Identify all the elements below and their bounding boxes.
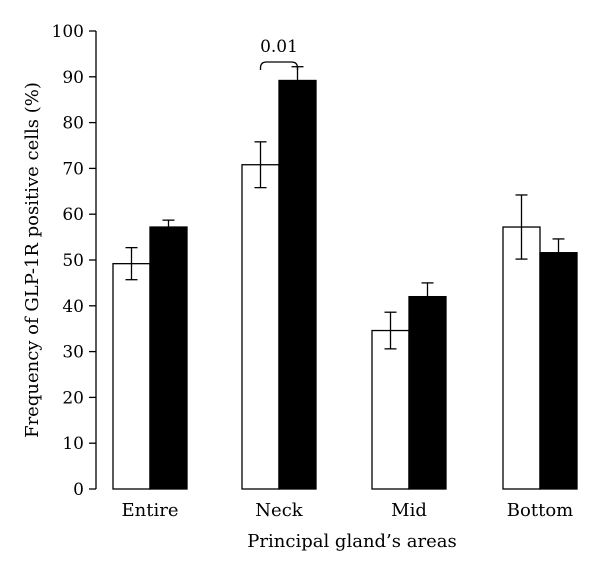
y-tick-label: 20 xyxy=(62,388,84,408)
error-bar-s1-bottom xyxy=(515,194,528,260)
y-tick-label: 50 xyxy=(62,251,84,271)
annotations: 0.01 xyxy=(259,37,299,70)
y-tick-label: 80 xyxy=(62,114,84,134)
bars xyxy=(112,79,578,490)
p-value-label: 0.01 xyxy=(260,37,298,57)
x-axis-category-labels: Entire Neck Mid Bottom xyxy=(122,500,574,521)
y-tick-label: 90 xyxy=(62,68,84,88)
y-tick-label: 100 xyxy=(52,22,84,42)
error-bar-s1-entire xyxy=(125,246,138,281)
error-bar-s2-entire xyxy=(162,219,175,235)
x-tick-label-entire: Entire xyxy=(122,500,179,521)
y-axis-ticks: 0 10 20 30 40 50 60 70 80 90 100 xyxy=(52,22,96,500)
bar-s2-neck xyxy=(278,79,317,490)
y-tick-label: 10 xyxy=(62,434,84,454)
y-tick-label: 70 xyxy=(62,159,84,179)
error-bars xyxy=(125,66,565,350)
y-tick-label: 60 xyxy=(62,205,84,225)
y-tick-label: 40 xyxy=(62,297,84,317)
bar-s1-mid xyxy=(371,329,410,490)
error-bar-s2-bottom xyxy=(552,238,565,268)
x-tick-label-neck: Neck xyxy=(255,500,303,521)
error-bar-s2-mid xyxy=(421,282,434,312)
y-tick-label: 0 xyxy=(73,480,84,500)
bar-s1-bottom xyxy=(502,226,541,490)
x-axis-title: Principal gland’s areas xyxy=(247,531,456,552)
error-bar-s1-mid xyxy=(384,311,397,350)
x-tick-label-mid: Mid xyxy=(391,500,427,521)
bracket-line xyxy=(259,61,299,70)
y-tick-label: 30 xyxy=(62,343,84,363)
bar-s2-bottom xyxy=(539,252,578,490)
x-tick-label-bottom: Bottom xyxy=(507,500,573,521)
bar-s1-neck xyxy=(241,164,280,490)
bar-s2-entire xyxy=(149,226,188,490)
error-bar-s1-neck xyxy=(254,141,267,189)
bar-s2-mid xyxy=(408,295,447,490)
bar-s1-entire xyxy=(112,263,151,490)
significance-bracket: 0.01 xyxy=(259,37,299,70)
y-axis-title: Frequency of GLP-1R positive cells (%) xyxy=(22,82,43,438)
